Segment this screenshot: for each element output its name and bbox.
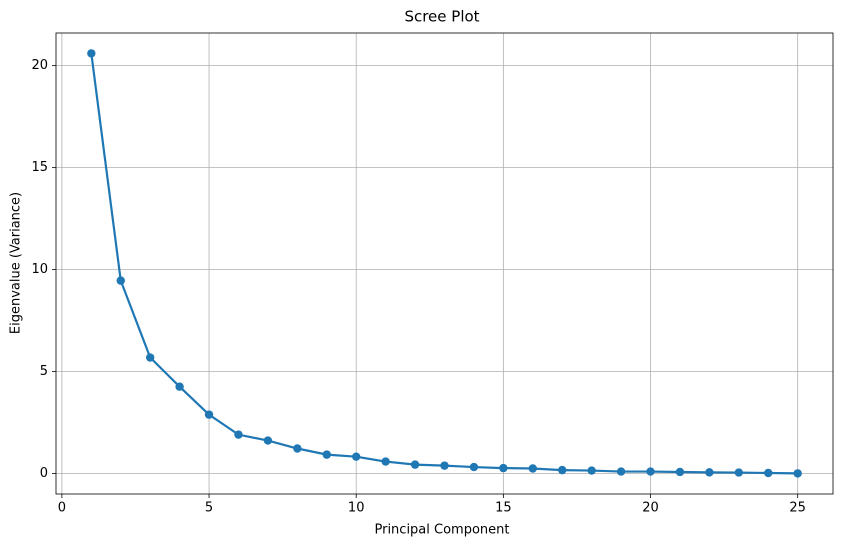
y-tick-label: 20: [31, 58, 48, 73]
y-tick-label: 0: [40, 466, 48, 481]
x-tick-label: 15: [495, 501, 512, 516]
data-line: [90, 53, 798, 475]
data-point: [175, 382, 184, 391]
data-point: [145, 353, 155, 362]
data-point: [558, 465, 567, 475]
data-point: [116, 276, 125, 285]
data-point: [204, 410, 214, 419]
data-point: [734, 468, 744, 477]
x-axis-label: Principal Component: [374, 523, 509, 538]
plot-frame: [55, 32, 834, 495]
data-point: [705, 468, 714, 477]
data-point: [234, 430, 243, 439]
data-point: [499, 463, 508, 473]
data-point: [587, 466, 596, 475]
data-point: [675, 467, 685, 477]
y-tick-label: 10: [31, 262, 48, 277]
data-point: [263, 436, 273, 445]
chart-title: Scree Plot: [404, 8, 479, 26]
x-tick-label: 25: [789, 501, 806, 516]
data-point: [764, 468, 773, 478]
y-tick-label: 15: [31, 160, 48, 175]
data-point: [352, 452, 361, 461]
x-tick-label: 5: [205, 501, 213, 516]
x-tick-label: 20: [642, 501, 659, 516]
y-axis-label: Eigenvalue (Variance): [9, 192, 24, 334]
data-point: [410, 460, 420, 469]
y-tick-label: 5: [40, 364, 48, 379]
data-point: [528, 464, 537, 473]
x-tick-label: 0: [58, 501, 66, 516]
data-point: [293, 444, 302, 453]
data-point: [87, 49, 96, 58]
x-tick-label: 10: [348, 501, 365, 516]
data-point: [793, 469, 802, 478]
data-point: [440, 461, 449, 470]
data-point: [616, 467, 626, 476]
data-point: [322, 450, 331, 459]
data-point: [646, 467, 655, 476]
data-point: [381, 457, 390, 466]
data-point: [469, 462, 479, 472]
